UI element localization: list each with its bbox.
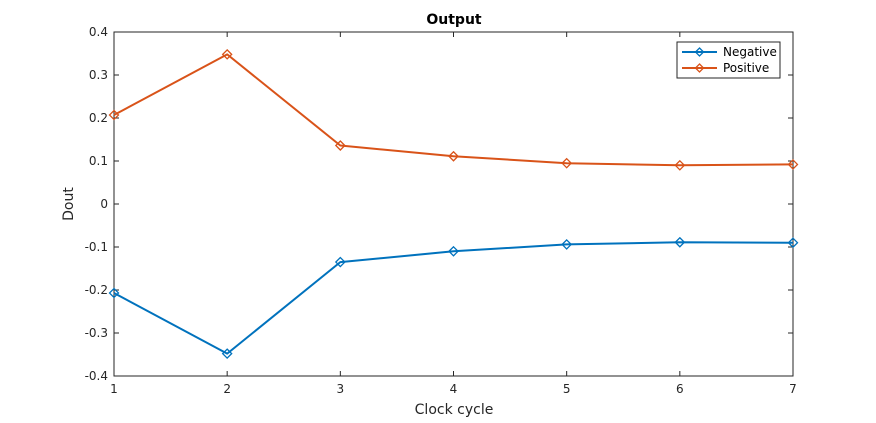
- x-axis-label: Clock cycle: [415, 402, 494, 418]
- data-point-positive: [561, 157, 573, 169]
- data-point-positive: [334, 140, 346, 151]
- y-tick-label: -0.3: [85, 326, 108, 340]
- data-point-positive: [108, 109, 120, 121]
- y-tick-label: -0.1: [85, 240, 108, 254]
- series-line-positive: [113, 53, 794, 167]
- x-tick-label: 6: [676, 382, 684, 396]
- x-tick-label: 2: [223, 382, 231, 396]
- data-point-negative: [334, 256, 346, 268]
- x-tick-label: 3: [337, 382, 345, 396]
- y-tick-label: 0: [100, 197, 108, 211]
- data-point-negative: [108, 287, 120, 299]
- y-tick-label: 0.3: [89, 68, 108, 82]
- data-point-positive: [674, 159, 686, 171]
- x-tick-label: 4: [450, 382, 458, 396]
- legend-marker-positive: [694, 63, 705, 73]
- legend-marker-negative: [694, 47, 705, 57]
- y-tick-label: 0.1: [89, 154, 108, 168]
- x-tick-label: 5: [563, 382, 571, 396]
- legend: Negative Positive: [676, 41, 781, 79]
- legend-label-negative: Negative: [723, 45, 777, 59]
- y-tick-label: -0.4: [85, 369, 108, 383]
- series-line-negative: [113, 241, 794, 355]
- data-point-positive: [221, 48, 233, 60]
- data-point-positive: [448, 150, 459, 162]
- y-tick-label: 0.2: [89, 111, 108, 125]
- data-point-negative: [561, 239, 573, 250]
- x-tick-label: 7: [789, 382, 797, 396]
- legend-label-positive: Positive: [723, 61, 769, 75]
- data-point-negative: [787, 237, 799, 249]
- y-tick-label: 0.4: [89, 25, 108, 39]
- axes: 1 2 3 4 5 6 7 -0.4 -0.3 -0.2 -0.1 0 0.1 0.2 0.3 0.4: [85, 25, 797, 396]
- y-axis-label: Dout: [61, 187, 77, 221]
- data-point-negative: [448, 245, 459, 257]
- y-tick-label: -0.2: [85, 283, 108, 297]
- data-point-positive: [787, 159, 799, 170]
- data-point-negative: [674, 236, 686, 248]
- legend-box: [676, 41, 781, 79]
- data-point-negative: [221, 348, 233, 360]
- series-layer: [108, 48, 799, 360]
- chart-title: Output: [426, 12, 482, 28]
- x-tick-label: 1: [110, 382, 118, 396]
